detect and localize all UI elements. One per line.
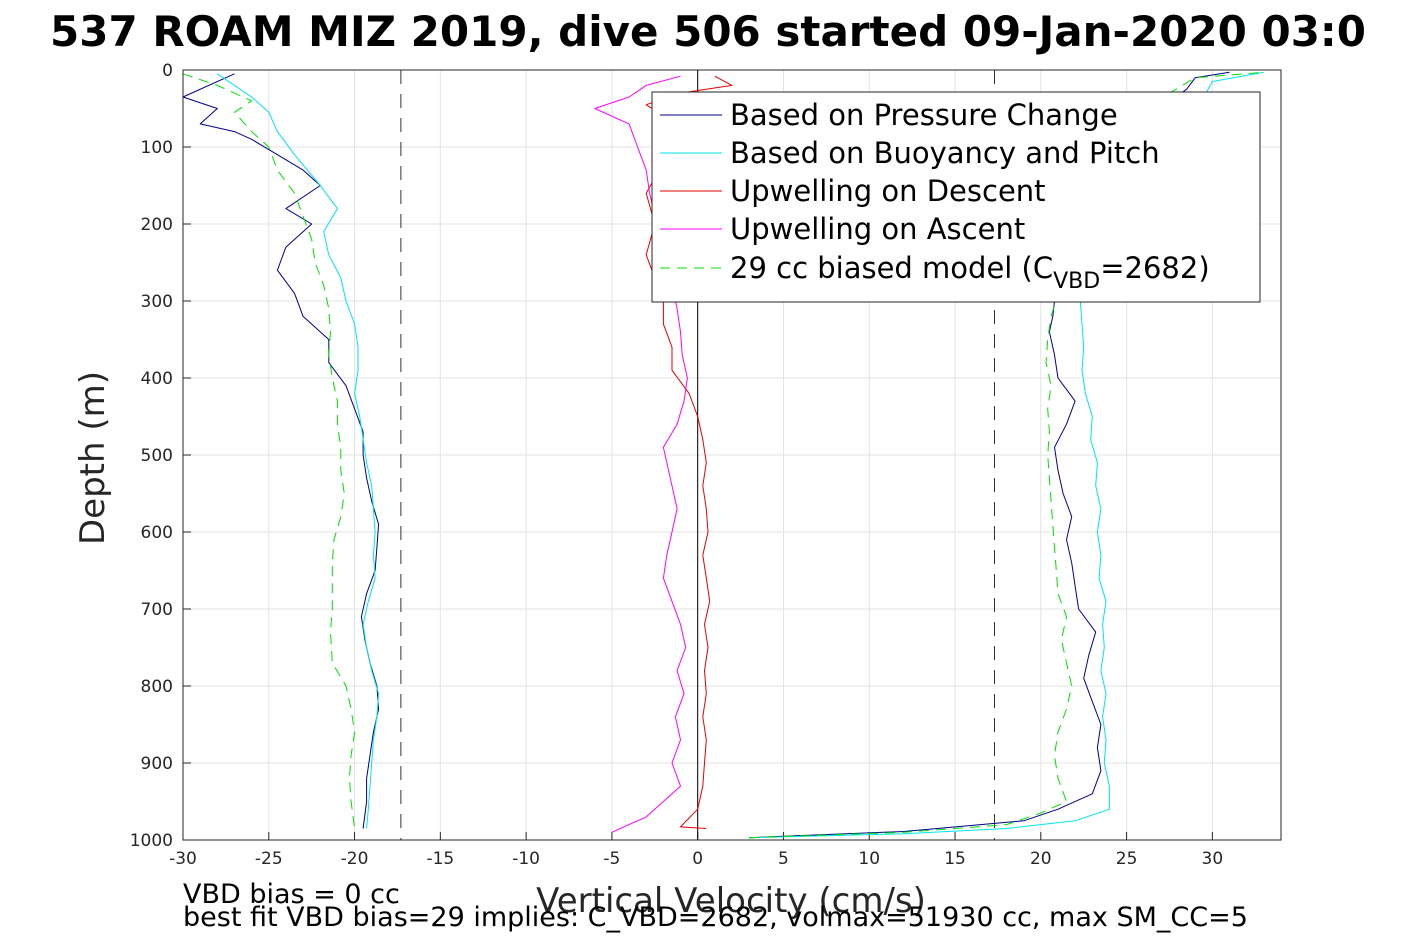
legend-label-pressure-change: Based on Pressure Change bbox=[730, 98, 1118, 132]
x-tick-label: 5 bbox=[778, 849, 789, 869]
x-tick-label: 30 bbox=[1202, 849, 1224, 869]
x-tick-label: 15 bbox=[944, 849, 966, 869]
chart-title: 537 ROAM MIZ 2019, dive 506 started 09-J… bbox=[50, 7, 1366, 56]
plot-frame bbox=[182, 69, 1282, 841]
y-tick-label: 300 bbox=[141, 292, 173, 312]
y-tick-label: 0 bbox=[162, 61, 173, 81]
x-tick-label: -5 bbox=[603, 849, 620, 869]
x-tick-labels: -30 -25 -20 -15 -10 -5 0 5 10 15 20 25 30 bbox=[169, 849, 1223, 869]
y-tick-label: 200 bbox=[141, 215, 173, 235]
x-tick-label: 0 bbox=[692, 849, 703, 869]
legend-label-biased-model-subscript: VBD bbox=[1053, 269, 1100, 294]
y-tick-label: 800 bbox=[141, 677, 173, 697]
y-axis-label: Depth (m) bbox=[73, 371, 113, 545]
series-line-based-on-pressure-change bbox=[182, 73, 380, 829]
x-tick-label: -30 bbox=[169, 849, 197, 869]
legend-label-biased-model: 29 cc biased model (CVBD=2682) bbox=[730, 251, 1210, 294]
x-tick-label: -15 bbox=[426, 849, 454, 869]
y-tick-label: 600 bbox=[141, 523, 173, 543]
y-tick-labels: 0 100 200 300 400 500 600 700 800 900 1000 bbox=[130, 61, 173, 851]
y-tick-label: 400 bbox=[141, 369, 173, 389]
y-tick-label: 1000 bbox=[130, 831, 173, 851]
annotation-vbd-bias: VBD bias = 0 cc bbox=[183, 879, 400, 910]
y-tick-label: 900 bbox=[141, 754, 173, 774]
y-tick-label: 100 bbox=[141, 138, 173, 158]
legend-label-biased-model-main: 29 cc biased model (C bbox=[730, 251, 1053, 285]
legend-box bbox=[651, 91, 1261, 303]
y-tick-label: 500 bbox=[141, 446, 173, 466]
legend-label-upwelling-descent: Upwelling on Descent bbox=[730, 174, 1046, 208]
series-line-upwelling-on-ascent bbox=[594, 75, 688, 833]
x-tick-label: 10 bbox=[858, 849, 880, 869]
legend: Based on Pressure Change Based on Buoyan… bbox=[651, 91, 1261, 303]
x-tick-label: -10 bbox=[512, 849, 540, 869]
x-tick-label: 20 bbox=[1030, 849, 1052, 869]
x-tick-label: -25 bbox=[255, 849, 283, 869]
y-tick-label: 700 bbox=[141, 600, 173, 620]
series-line-based-on-buoyancy-and-pitch bbox=[217, 73, 380, 829]
legend-label-buoyancy-pitch: Based on Buoyancy and Pitch bbox=[730, 136, 1160, 170]
legend-label-biased-model-end: =2682) bbox=[1100, 251, 1209, 285]
series-line-29-cc-biased-model-c-vbd-2682 bbox=[182, 73, 356, 829]
x-tick-label: -20 bbox=[341, 849, 369, 869]
annotation-best-fit: best fit VBD bias=29 implies: C_VBD=2682… bbox=[183, 902, 1248, 933]
x-axis-label: Vertical Velocity (cm/s) bbox=[536, 881, 926, 921]
legend-label-upwelling-ascent: Upwelling on Ascent bbox=[730, 212, 1025, 246]
x-tick-label: 25 bbox=[1116, 849, 1138, 869]
